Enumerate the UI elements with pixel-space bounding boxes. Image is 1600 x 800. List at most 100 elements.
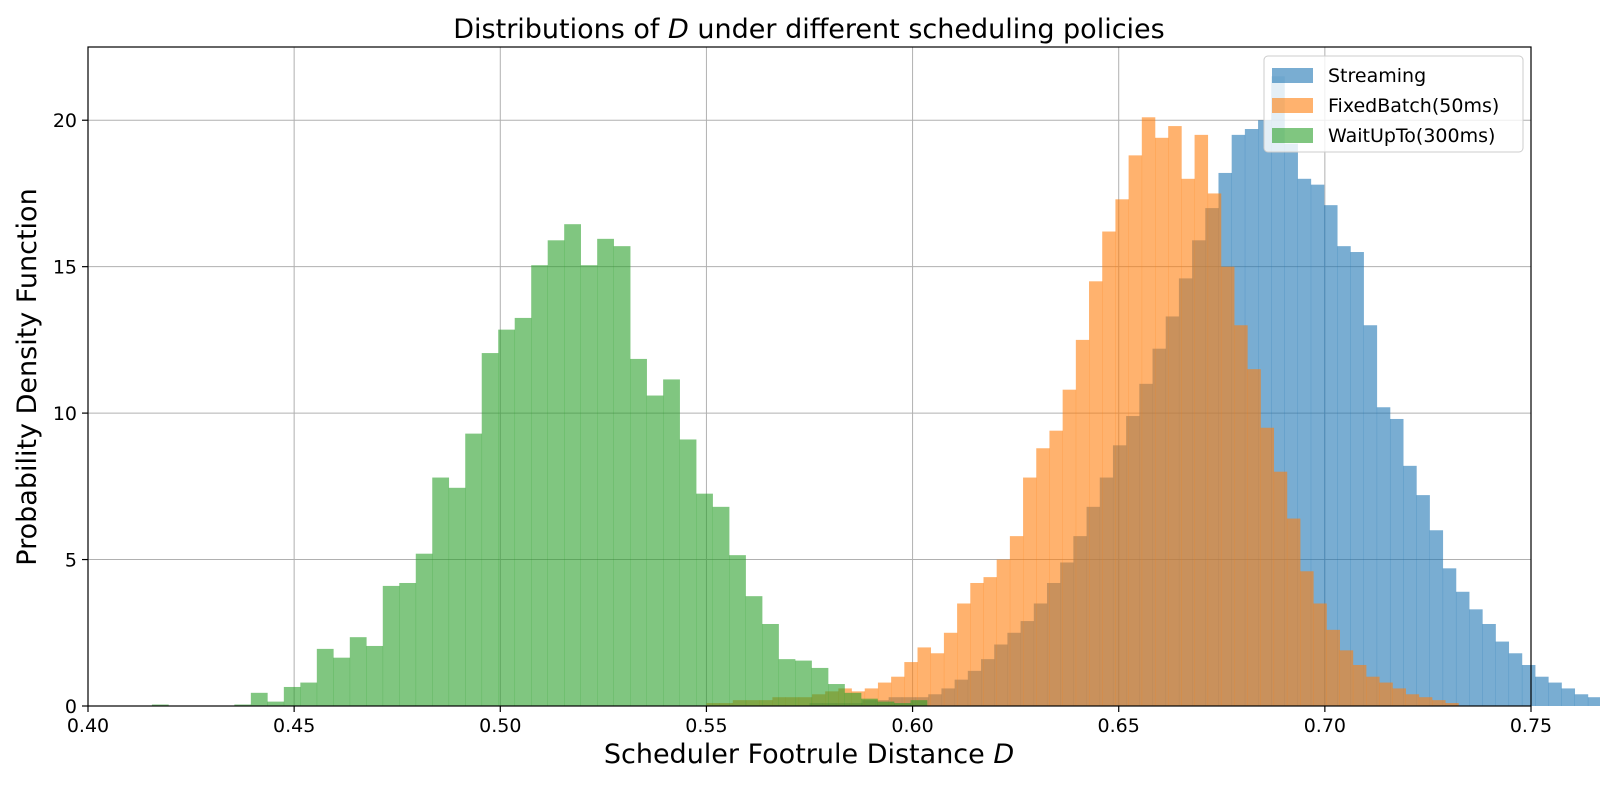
- histogram-bar: [1548, 682, 1562, 706]
- histogram-bar: [1389, 418, 1404, 706]
- histogram-bar: [983, 577, 997, 706]
- histogram-bar: [891, 676, 905, 706]
- histogram-bar: [1416, 495, 1430, 706]
- histogram-bar: [646, 395, 664, 706]
- histogram-bar: [943, 632, 958, 706]
- histogram-bar: [1521, 664, 1536, 706]
- histogram-bar: [762, 623, 779, 706]
- histogram-bar: [745, 596, 763, 706]
- histogram-bar: [250, 692, 268, 706]
- histogram-bar: [1495, 641, 1510, 706]
- histogram-bar: [1324, 205, 1338, 706]
- histogram-bar: [1574, 694, 1589, 706]
- histogram-bar: [1455, 591, 1470, 706]
- histogram-bar: [613, 246, 631, 707]
- histogram-bar: [1062, 389, 1077, 706]
- histogram-bar: [970, 582, 984, 706]
- histogram-bar: [1508, 653, 1523, 706]
- histogram-bar: [630, 358, 647, 706]
- histogram-bar: [564, 224, 581, 706]
- histogram-bar: [1128, 155, 1143, 706]
- histogram-bar: [580, 265, 598, 706]
- histogram-bar: [382, 585, 400, 706]
- histogram-bar: [1405, 694, 1420, 706]
- legend-label: FixedBatch(50ms): [1328, 95, 1499, 117]
- histogram-bar: [448, 487, 466, 706]
- histogram-bar: [1339, 650, 1354, 706]
- histogram-bar: [1300, 571, 1314, 706]
- x-tick-label: 0.70: [1304, 715, 1346, 737]
- histogram-bar: [1310, 184, 1325, 706]
- histogram-bar: [1379, 682, 1393, 706]
- histogram-bar: [1023, 477, 1037, 706]
- histogram-bar: [1049, 430, 1063, 706]
- x-tick-label: 0.40: [67, 715, 109, 737]
- bars-layer: [151, 76, 1600, 707]
- histogram-bar: [828, 684, 845, 706]
- x-tick-label: 0.50: [479, 715, 521, 737]
- x-axis-label: Scheduler Footrule Distance D: [604, 739, 1014, 770]
- histogram-bar: [1036, 448, 1050, 706]
- histogram-bar: [234, 704, 252, 706]
- histogram-bar: [283, 686, 301, 706]
- histogram-bar: [877, 701, 895, 706]
- x-tick-label: 0.65: [1098, 715, 1140, 737]
- histogram-bar: [1207, 193, 1222, 706]
- histogram-bar: [1089, 281, 1103, 706]
- histogram-bar: [1115, 199, 1129, 706]
- y-tick-label: 10: [53, 403, 77, 425]
- histogram-bar: [1220, 266, 1235, 706]
- histogram-bar: [1326, 629, 1340, 706]
- histogram-bar: [399, 582, 417, 706]
- series-2: [151, 224, 928, 707]
- y-tick-label: 0: [65, 696, 77, 718]
- legend-label: Streaming: [1328, 65, 1426, 87]
- histogram-bar: [712, 506, 730, 706]
- histogram-bar: [366, 645, 384, 706]
- histogram-bar: [1286, 518, 1301, 706]
- histogram-bar: [894, 703, 911, 706]
- histogram-bar: [465, 433, 483, 706]
- y-tick-label: 5: [65, 550, 77, 572]
- histogram-bar: [1429, 530, 1444, 706]
- histogram-bar: [1154, 137, 1169, 707]
- histogram-bar: [844, 692, 862, 706]
- x-tick-label: 0.60: [891, 715, 933, 737]
- plot-frame: [87, 46, 1532, 707]
- histogram-bar: [1168, 126, 1182, 706]
- histogram-bar: [663, 379, 680, 706]
- histogram-bar: [300, 682, 318, 706]
- histogram-bar: [333, 657, 351, 706]
- histogram-bar: [778, 659, 796, 706]
- histogram-bar: [1350, 252, 1364, 706]
- histogram-bar: [316, 648, 334, 706]
- histogram-bar: [1273, 471, 1288, 706]
- histogram-bar: [679, 439, 697, 706]
- histogram-bar: [498, 329, 516, 706]
- histogram-bar: [1432, 700, 1446, 706]
- histogram-bar: [1482, 623, 1496, 706]
- histogram-bar: [957, 603, 971, 706]
- histogram-bar: [795, 660, 812, 706]
- histogram-bar: [910, 700, 928, 706]
- x-tick-label: 0.55: [685, 715, 727, 737]
- histogram-bar: [1247, 369, 1261, 706]
- histogram-bar: [267, 701, 285, 706]
- histogram-bar: [1194, 134, 1209, 706]
- histogram-bar: [1260, 427, 1275, 706]
- x-tick-label: 0.75: [1510, 715, 1552, 737]
- legend: Streaming FixedBatch(50ms) WaitUpTo(300ms): [1263, 55, 1524, 153]
- legend-swatch: [1272, 98, 1313, 113]
- histogram-bar: [1009, 536, 1024, 706]
- histogram-bar: [930, 653, 945, 706]
- histogram-bar: [1561, 688, 1576, 706]
- y-tick-label: 15: [53, 257, 77, 279]
- histogram-bar: [904, 662, 918, 706]
- y-axis-label: Probability Density Function: [12, 188, 43, 565]
- histogram-bar: [432, 477, 450, 706]
- chart-title: Distributions of D under different sched…: [453, 14, 1164, 45]
- histogram-bar: [996, 559, 1011, 706]
- histogram-bar: [1313, 603, 1327, 706]
- legend-label: WaitUpTo(300ms): [1328, 125, 1495, 147]
